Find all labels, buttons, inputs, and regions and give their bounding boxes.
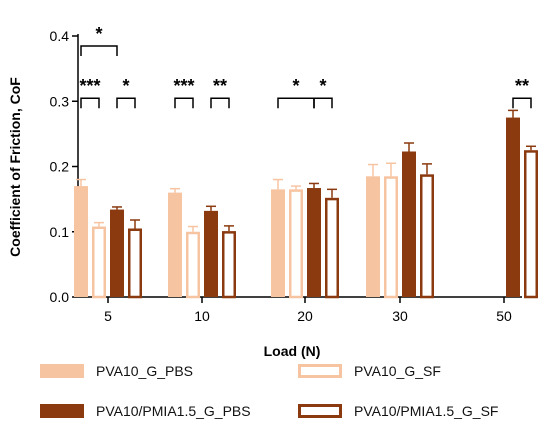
y-tick-label: 0.3 xyxy=(50,93,70,109)
bar xyxy=(168,192,182,297)
axes: 0.0 0.1 0.2 0.3 0.4 5 10 20 30 50 xyxy=(50,28,522,324)
legend-label: PVA10/PMIA1.5_G_SF xyxy=(354,403,498,419)
significance-label: *** xyxy=(79,76,100,96)
legend-swatch xyxy=(40,364,84,378)
significance-label: * xyxy=(122,76,129,96)
bars xyxy=(74,109,538,299)
legend-label: PVA10_G_SF xyxy=(354,363,441,379)
bar xyxy=(204,210,218,297)
significance-bracket xyxy=(80,97,100,109)
bar xyxy=(186,231,200,299)
significance-label: * xyxy=(319,76,326,96)
legend-swatch xyxy=(298,364,342,378)
bar xyxy=(128,228,142,299)
legend-label: PVA10/PMIA1.5_G_PBS xyxy=(96,403,251,419)
significance-bracket xyxy=(277,97,315,109)
x-axis-title: Load (N) xyxy=(264,343,321,359)
legend-label: PVA10_G_PBS xyxy=(96,363,193,379)
significance-label: * xyxy=(95,24,102,44)
bar xyxy=(384,176,398,299)
bar xyxy=(92,226,106,299)
significance-bracket xyxy=(210,97,230,109)
bar xyxy=(289,189,303,299)
y-tick-label: 0.1 xyxy=(50,224,70,240)
significance-annotations: *** ***** ** * * ** xyxy=(79,24,532,109)
bar xyxy=(506,117,520,297)
legend-swatch xyxy=(298,404,342,418)
significance-bracket xyxy=(174,97,194,109)
x-tick-label: 20 xyxy=(297,308,313,324)
legend: PVA10_G_PBS PVA10_G_SF PVA10/PMIA1.5_G_PBS… xyxy=(40,363,498,419)
x-tick-label: 50 xyxy=(496,308,512,324)
legend-swatch xyxy=(40,404,84,418)
bar xyxy=(325,197,339,299)
significance-label: ** xyxy=(213,76,227,96)
bar xyxy=(222,231,236,299)
y-axis-title: Coefficient of Friction, CoF xyxy=(7,77,23,257)
bar xyxy=(366,176,380,297)
significance-label: ** xyxy=(515,76,529,96)
significance-bracket xyxy=(80,45,118,56)
bar xyxy=(420,174,434,299)
y-tick-label: 0.4 xyxy=(50,28,70,44)
x-tick-label: 10 xyxy=(194,308,210,324)
significance-label: *** xyxy=(173,76,194,96)
y-tick-label: 0.0 xyxy=(50,289,70,305)
significance-bracket xyxy=(313,97,333,109)
bar xyxy=(307,188,321,297)
x-tick-label: 5 xyxy=(104,308,112,324)
y-tick-label: 0.2 xyxy=(50,159,70,175)
significance-bracket xyxy=(512,97,532,109)
significance-bracket xyxy=(116,97,136,109)
bar xyxy=(271,189,285,297)
bar xyxy=(402,151,416,297)
significance-label: * xyxy=(292,76,299,96)
bar xyxy=(110,209,124,297)
bar xyxy=(524,150,538,299)
x-tick-label: 30 xyxy=(392,308,408,324)
bar xyxy=(74,186,88,297)
